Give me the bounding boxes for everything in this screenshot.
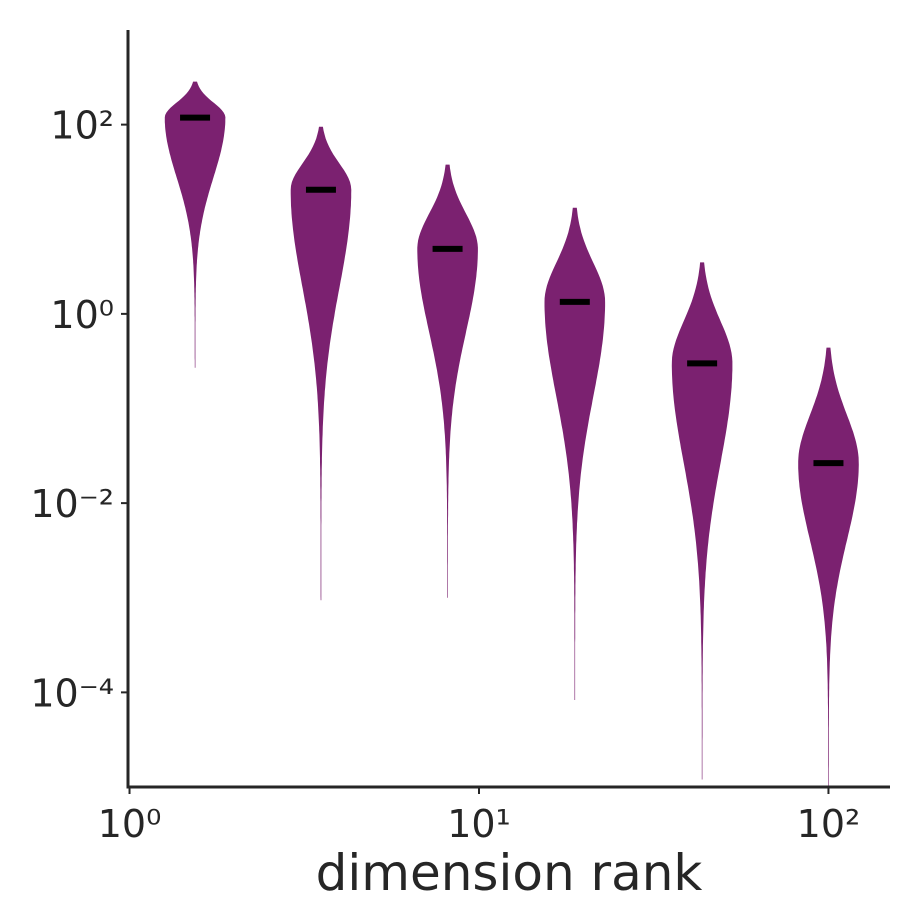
x-tick-label: 10² <box>797 802 861 846</box>
y-tick-label: 10⁻⁴ <box>30 671 114 715</box>
y-tick-label: 10² <box>50 104 114 148</box>
violin <box>290 126 352 601</box>
violin <box>671 262 733 780</box>
violin <box>164 81 226 368</box>
x-tick-label: 10⁰ <box>98 802 162 846</box>
violin <box>798 347 859 787</box>
y-tick-label: 10⁰ <box>50 293 114 337</box>
violin <box>417 164 478 598</box>
x-tick-label: 10¹ <box>447 802 511 846</box>
x-axis-label: dimension rank <box>316 844 703 902</box>
violin <box>544 207 606 701</box>
y-tick-label: 10⁻² <box>30 482 114 526</box>
